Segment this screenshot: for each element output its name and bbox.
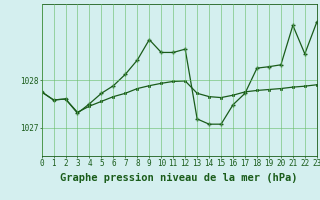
X-axis label: Graphe pression niveau de la mer (hPa): Graphe pression niveau de la mer (hPa) [60,173,298,183]
